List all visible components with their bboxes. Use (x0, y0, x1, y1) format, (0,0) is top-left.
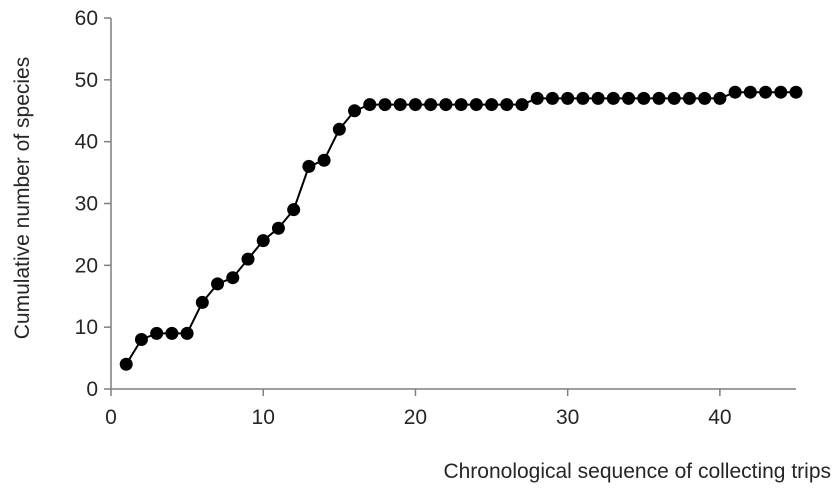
data-point (378, 98, 392, 112)
data-point (393, 98, 407, 112)
data-point (743, 85, 757, 99)
data-point (119, 357, 133, 371)
data-point (500, 98, 514, 112)
data-point (424, 98, 438, 112)
x-tick-label: 30 (556, 406, 579, 429)
x-axis-title: Chronological sequence of collecting tri… (443, 460, 831, 483)
data-point (180, 326, 194, 340)
data-point (211, 277, 225, 291)
data-point (332, 122, 346, 136)
data-point (348, 104, 362, 118)
data-point (226, 271, 240, 285)
y-tick-label: 40 (75, 131, 98, 154)
data-point (759, 85, 773, 99)
y-tick-label: 50 (75, 69, 98, 92)
data-point (271, 221, 285, 235)
plot-area (119, 85, 803, 371)
data-point (728, 85, 742, 99)
x-tick-label: 40 (708, 406, 731, 429)
y-tick-label: 60 (75, 7, 98, 30)
data-point (591, 91, 605, 105)
data-point (561, 91, 575, 105)
data-point (667, 91, 681, 105)
data-point (698, 91, 712, 105)
data-point (469, 98, 483, 112)
series-line (125, 91, 796, 365)
data-point (241, 252, 255, 266)
data-point (713, 91, 727, 105)
data-point (622, 91, 636, 105)
data-point (363, 98, 377, 112)
data-point (652, 91, 666, 105)
data-point (454, 98, 468, 112)
tick-labels: 0 10 20 30 40 50 60 0 10 20 30 40 (75, 7, 732, 429)
data-point (134, 333, 148, 347)
data-point (485, 98, 499, 112)
y-axis-title: Cumulative number of species (11, 57, 34, 339)
data-point (606, 91, 620, 105)
y-tick-label: 10 (75, 316, 98, 339)
data-point (439, 98, 453, 112)
y-tick-label: 30 (75, 193, 98, 216)
data-point (774, 85, 788, 99)
y-tick-label: 20 (75, 254, 98, 277)
data-point (637, 91, 651, 105)
data-point (165, 326, 179, 340)
y-tick-label: 0 (86, 378, 98, 401)
data-point (256, 234, 270, 248)
data-point (302, 159, 316, 173)
data-point (530, 91, 544, 105)
data-point (195, 295, 209, 309)
data-point (150, 326, 164, 340)
axes (104, 17, 796, 396)
x-tick-label: 20 (404, 406, 427, 429)
data-point (287, 203, 301, 217)
x-tick-label: 10 (252, 406, 275, 429)
data-point (682, 91, 696, 105)
data-point (515, 98, 529, 112)
data-point (408, 98, 422, 112)
data-point (576, 91, 590, 105)
data-point (789, 85, 803, 99)
data-point (317, 153, 331, 167)
data-point (545, 91, 559, 105)
x-tick-label: 0 (105, 406, 117, 429)
